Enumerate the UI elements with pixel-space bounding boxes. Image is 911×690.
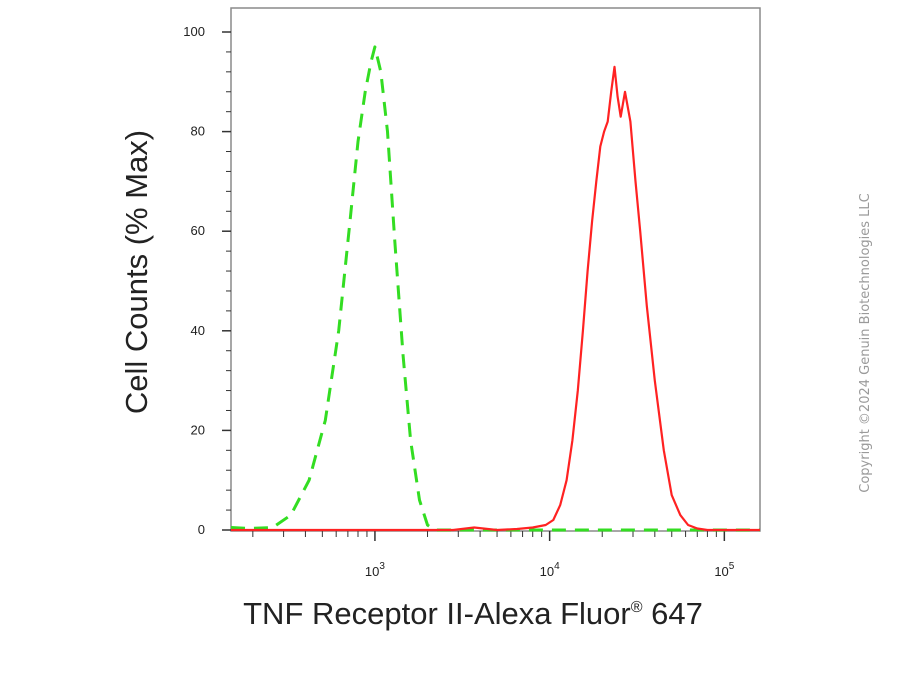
x-tick-label: 104 [540,561,560,579]
y-tick-label: 20 [191,422,205,437]
y-tick-label: 80 [191,124,205,139]
x-axis-label: TNF Receptor II-Alexa Fluor® 647 [243,596,703,631]
y-tick-label: 60 [191,223,205,238]
x-tick-label: 105 [714,561,734,579]
y-axis-label: Cell Counts (% Max) [119,130,154,414]
x-axis: 103 104 105 [252,531,735,579]
plot-frame [230,7,761,532]
x-tick-label: 103 [365,561,385,579]
y-tick-label: 40 [191,323,205,338]
x-axis-label-main: TNF Receptor II-Alexa Fluor [243,596,631,631]
x-axis-label-tail: 647 [643,596,703,631]
series-line-dashed [230,45,760,532]
series-layer [230,45,760,532]
series-line-solid [231,65,760,532]
y-axis: 0 20 40 60 80 100 [183,24,231,537]
x-axis-label-registered: ® [631,599,643,616]
copyright-notice: Copyright ©2024 Genuin Biotechnologies L… [858,193,873,492]
y-tick-label: 0 [198,522,205,537]
y-tick-label: 100 [183,24,205,39]
